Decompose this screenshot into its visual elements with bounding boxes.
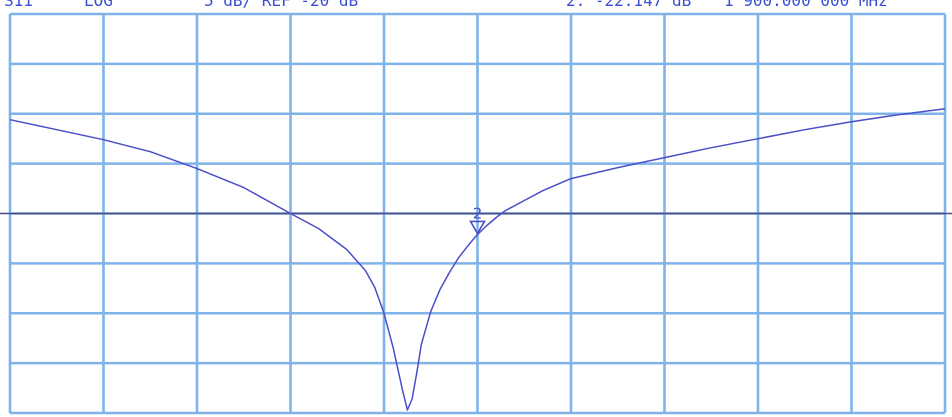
- marker-readout: 2: -22.147 dB: [566, 0, 691, 9]
- trace-layer: [9, 108, 946, 411]
- marker-triangle: [469, 220, 486, 236]
- marker-layer: 2: [469, 204, 486, 236]
- marker-label: 2: [473, 204, 483, 222]
- scale-reference-label: 5 dB/ REF -20 dB: [204, 0, 358, 9]
- marker-frequency: 1 900.000 000 MHz: [724, 0, 888, 9]
- display-header: S11 LOG 5 dB/ REF -20 dB 2: -22.147 dB 1…: [0, 0, 952, 9]
- s11-trace: [9, 108, 946, 411]
- parameter-label: S11: [4, 0, 33, 9]
- format-label: LOG: [84, 0, 113, 9]
- marker-2: 2: [469, 204, 486, 236]
